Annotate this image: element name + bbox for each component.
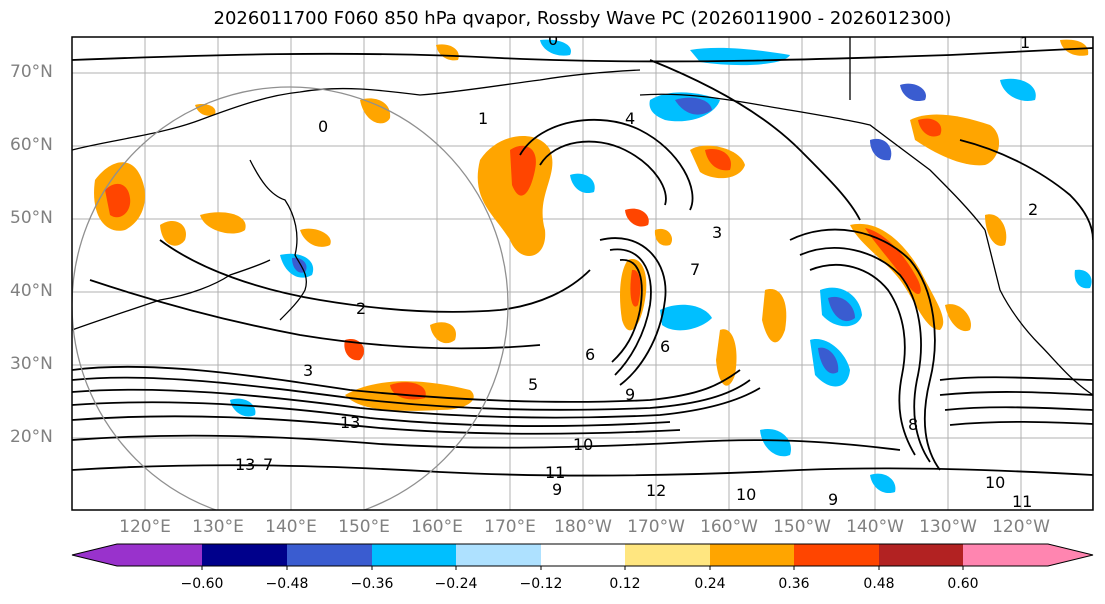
map-title: 2026011700 F060 850 hPa qvapor, Rossby W… (213, 8, 952, 29)
longitude-label: 140°E (265, 517, 317, 537)
latitude-label: 30°N (10, 354, 53, 374)
circle-overlay (72, 86, 509, 510)
contour-label: 9 (552, 480, 562, 499)
contour-label: 0 (548, 30, 558, 49)
colorbar-segment (541, 544, 625, 566)
longitude-label: 120°W (992, 517, 1050, 537)
contour-label: 7 (690, 260, 700, 279)
colorbar-label: −0.12 (519, 576, 563, 592)
colorbar-label: −0.48 (265, 576, 309, 592)
colorbar-segment (710, 544, 794, 566)
latitude-label: 20°N (10, 427, 53, 447)
contour-label: 12 (646, 481, 666, 500)
longitude-label: 120°E (119, 517, 171, 537)
contour-lines (72, 47, 1093, 477)
longitude-label: 180°W (554, 517, 612, 537)
coastlines (72, 37, 1093, 510)
colorbar-label: −0.60 (180, 576, 224, 592)
contour-label: 6 (585, 345, 595, 364)
contour-label: 2 (356, 299, 366, 318)
colorbar-label: 0.60 (947, 576, 979, 592)
contour-label: 13 (340, 413, 360, 432)
contour-label: 3 (303, 361, 313, 380)
contour-label: 5 (528, 375, 538, 394)
longitude-label: 160°W (700, 517, 758, 537)
colorbar-segment (72, 544, 202, 566)
colorbar-segment (202, 544, 287, 566)
contour-label: 4 (625, 109, 635, 128)
colorbar-segment (879, 544, 963, 566)
colorbar-label: −0.36 (350, 576, 394, 592)
longitude-label: 170°E (484, 517, 536, 537)
contour-label: 9 (625, 385, 635, 404)
longitude-label: 160°E (411, 517, 463, 537)
colorbar-segment (963, 544, 1093, 566)
colorbar-segment (456, 544, 541, 566)
colorbar-segment (372, 544, 456, 566)
latitude-label: 40°N (10, 281, 53, 301)
longitude-label: 150°W (773, 517, 831, 537)
colorbar-label: 0.12 (609, 576, 641, 592)
contour-label: 10 (736, 485, 756, 504)
contour-label: 0 (318, 117, 328, 136)
longitude-label: 170°W (627, 517, 685, 537)
longitude-label: 130°E (192, 517, 244, 537)
contour-label: 11 (545, 463, 565, 482)
contour-label: 10 (573, 435, 593, 454)
latitude-label: 50°N (10, 208, 53, 228)
contour-label: 11 (1012, 492, 1032, 511)
colorbar-segment (625, 544, 710, 566)
contour-label: 8 (908, 415, 918, 434)
contour-label: 1 (478, 109, 488, 128)
contour-label: 1 (1020, 33, 1030, 52)
colorbar-label: 0.48 (863, 576, 895, 592)
contour-label: 13 (235, 455, 255, 474)
colorbar-segment (287, 544, 372, 566)
map-frame (71, 36, 1094, 511)
longitude-label: 150°E (338, 517, 390, 537)
colorbar-label: −0.24 (434, 576, 478, 592)
colorbar-outline (71, 543, 1094, 567)
contour-label: 6 (660, 337, 670, 356)
longitude-label: 140°W (846, 517, 904, 537)
contour-label: 9 (828, 490, 838, 509)
colorbar-label: 0.24 (694, 576, 726, 592)
contour-label: 3 (712, 223, 722, 242)
contour-label: 10 (985, 473, 1005, 492)
contour-label: 2 (1028, 200, 1038, 219)
latitude-label: 60°N (10, 135, 53, 155)
contour-label: 7 (263, 455, 273, 474)
colorbar-segment (794, 544, 879, 566)
longitude-label: 130°W (919, 517, 977, 537)
colorbar-label: 0.36 (778, 576, 810, 592)
latitude-label: 70°N (10, 62, 53, 82)
